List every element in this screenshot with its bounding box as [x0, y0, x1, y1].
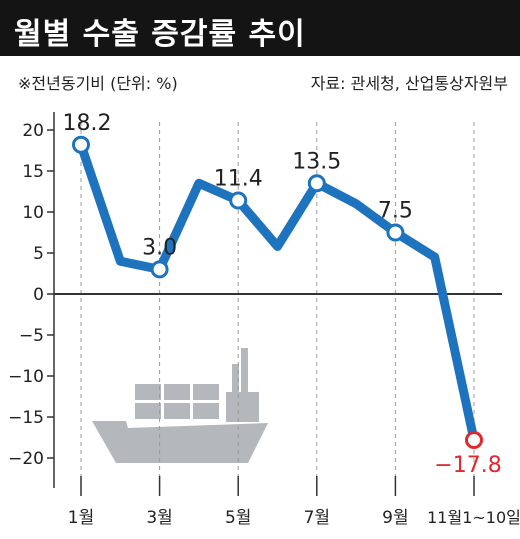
data-label: −17.8: [434, 453, 501, 478]
series-line: [76, 140, 479, 445]
page-title: 월별 수출 증감률 추이: [14, 17, 306, 52]
y-tick-label: 0: [33, 285, 44, 305]
data-point: [229, 191, 248, 210]
data-point: [386, 223, 405, 242]
x-tick-label: 5월: [225, 508, 251, 528]
unit-note: ※전년동기비 (단위: %): [18, 74, 178, 93]
data-label: 11.4: [214, 167, 263, 192]
data-label: 18.2: [63, 111, 112, 136]
data-label: 13.5: [292, 149, 341, 174]
y-tick-label: 5: [33, 244, 44, 264]
x-tick-label: 7월: [304, 508, 330, 528]
x-tick-label: 3월: [146, 508, 172, 528]
export-growth-line-chart: ※전년동기비 (단위: %) 자료: 관세청, 산업통상자원부 20 15 10 5 0…: [8, 74, 520, 528]
y-tick-label: 10: [22, 203, 44, 223]
x-tick-label: 11월1~10일: [427, 508, 520, 527]
cargo-ship-icon: [92, 348, 268, 463]
x-tick-label: 1월: [68, 508, 94, 528]
data-point: [307, 174, 326, 193]
data-point: [465, 430, 483, 449]
data-label: 7.5: [378, 199, 413, 224]
source-note: 자료: 관세청, 산업통상자원부: [311, 74, 508, 93]
data-label: 3.0: [142, 235, 177, 260]
y-tick-label: 15: [22, 162, 44, 182]
data-point: [150, 260, 169, 279]
y-tick-label: −10: [8, 367, 44, 387]
data-point: [72, 135, 90, 154]
y-tick-label: −5: [19, 326, 44, 346]
y-tick-label: −20: [8, 449, 44, 469]
x-tick-label: 9월: [382, 508, 408, 528]
y-tick-label: 20: [22, 121, 44, 141]
title-bar: 월별 수출 증감률 추이: [0, 0, 520, 56]
y-tick-label: −15: [8, 408, 44, 428]
